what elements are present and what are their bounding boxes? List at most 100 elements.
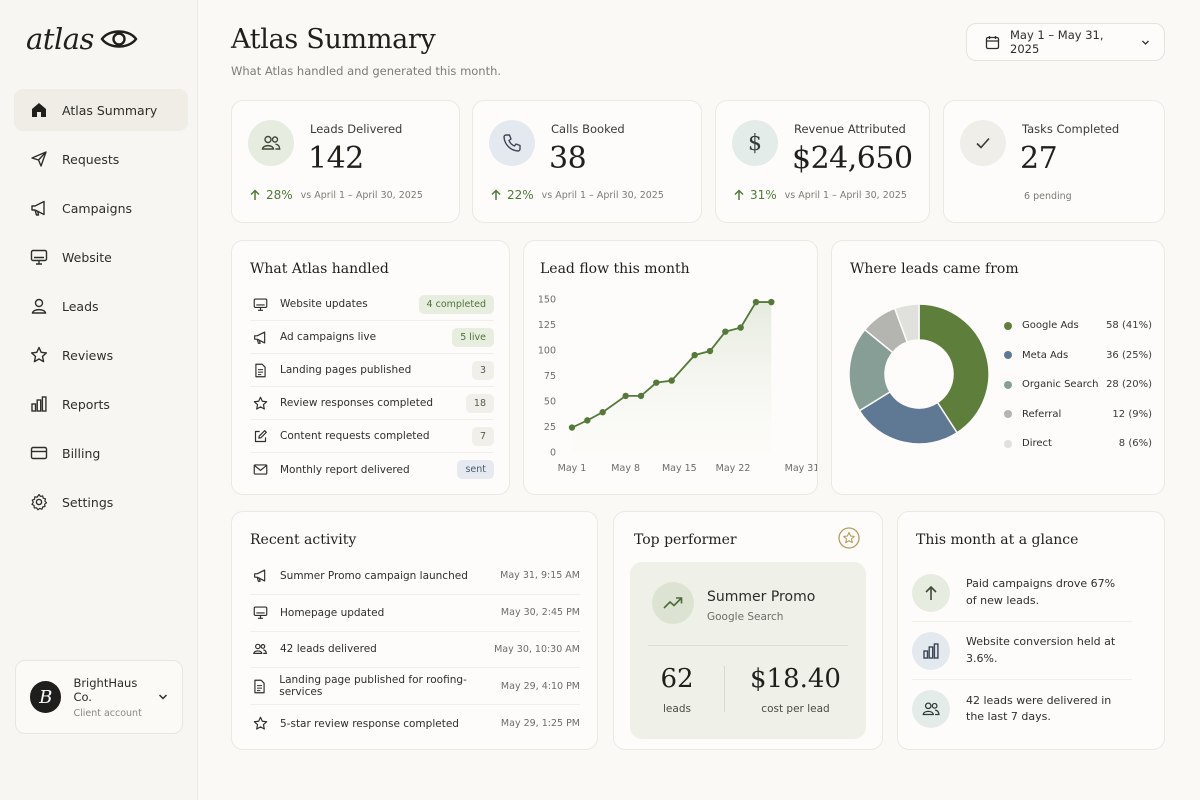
legend-swatch: [1004, 321, 1012, 330]
bar-chart-icon: [912, 631, 950, 670]
pie-slice: [918, 303, 990, 434]
sidebar-item-reports[interactable]: Reports: [14, 383, 188, 425]
activity-label: 5-star review response completed: [280, 717, 459, 730]
activity-label: Homepage updated: [280, 606, 385, 619]
kpi-compare: vs April 1 – April 30, 2025: [784, 189, 907, 201]
activity-item[interactable]: Summer Promo campaign launched May 31, 9…: [250, 558, 580, 595]
star-badge-icon[interactable]: [838, 527, 860, 549]
count-badge: 18: [465, 393, 494, 413]
sidebar-item-label: Leads: [62, 298, 99, 314]
legend-item: Google Ads 58 (41%): [1004, 311, 1152, 341]
data-point: [752, 298, 760, 306]
sidebar-item-reviews[interactable]: Reviews: [14, 334, 188, 376]
users-icon: [250, 641, 270, 657]
arrow-up-icon: [912, 573, 950, 612]
kpi-value: 27: [1020, 141, 1058, 176]
leads-label: leads: [663, 703, 691, 715]
status-badge: sent: [457, 460, 494, 479]
sidebar-item-label: Reviews: [62, 347, 114, 363]
kpi-label: Tasks Completed: [1022, 122, 1120, 136]
sidebar-item-website[interactable]: Website: [14, 236, 188, 278]
date-range-picker[interactable]: May 1 – May 31, 2025: [966, 23, 1165, 61]
glance-list: Paid campaigns drove 67% of new leads. W…: [912, 564, 1132, 738]
x-tick-label: May 1: [558, 463, 587, 474]
count-badge: 7: [471, 426, 494, 446]
leads-value: 62: [660, 664, 694, 694]
send-icon: [30, 150, 48, 168]
kpi-change: 28% vs April 1 – April 30, 2025: [250, 188, 423, 202]
glance-card: This month at a glance Paid campaigns dr…: [897, 511, 1165, 750]
kpi-card-tasks: Tasks Completed 27 6 pending: [943, 100, 1165, 223]
list-item-label: Review responses completed: [280, 397, 434, 409]
sidebar-item-leads[interactable]: Leads: [14, 285, 188, 327]
trending-up-icon: [652, 582, 694, 624]
legend-swatch: [1004, 439, 1012, 448]
legend-value: 36 (25%): [1106, 349, 1152, 361]
logo-text: atlas: [26, 22, 94, 56]
lead-flow-chart: 0 25 50 75 100 125 150 May 1 May 8 May 15 May 22 Ma…: [538, 295, 817, 475]
list-item-label: Landing pages published: [280, 364, 412, 376]
list-item: Landing pages published 3: [250, 354, 494, 387]
legend-label: Organic Search: [1022, 379, 1099, 391]
sidebar-item-requests[interactable]: Requests: [14, 138, 188, 180]
document-icon: [250, 363, 270, 378]
status-badge: 4 completed: [418, 294, 494, 314]
lead-flow-card: Lead flow this month 0 25 50 75 100 125 150 May…: [523, 240, 818, 495]
legend-value: 12 (9%): [1112, 408, 1152, 420]
account-switcher[interactable]: B BrightHaus Co. Client account: [15, 660, 183, 734]
bar-chart-icon: [30, 395, 48, 413]
sidebar-item-settings[interactable]: Settings: [14, 481, 188, 523]
sidebar-item-atlas-summary[interactable]: Atlas Summary: [14, 89, 188, 131]
legend-swatch: [1004, 410, 1012, 419]
activity-time: May 29, 4:10 PM: [500, 680, 580, 692]
data-point: [737, 324, 744, 331]
kpi-change: 31% vs April 1 – April 30, 2025: [734, 188, 907, 202]
data-point: [568, 424, 576, 431]
logo[interactable]: atlas: [26, 22, 138, 56]
kpi-change-percent: 31%: [750, 188, 777, 202]
legend-item: Organic Search 28 (20%): [1004, 370, 1152, 400]
top-performer-panel: Summer Promo Google Search 62 leads $18.…: [630, 562, 866, 739]
kpi-change-percent: 28%: [266, 188, 293, 202]
sidebar-item-campaigns[interactable]: Campaigns: [14, 187, 188, 229]
data-point: [599, 409, 606, 416]
sidebar-item-label: Atlas Summary: [62, 102, 158, 118]
megaphone-icon: [30, 199, 48, 217]
divider: [648, 645, 848, 646]
edit-icon: [250, 429, 270, 444]
sidebar-item-billing[interactable]: Billing: [14, 432, 188, 474]
star-icon: [250, 716, 270, 731]
legend-swatch: [1004, 380, 1012, 389]
cpl-label: cost per lead: [761, 703, 830, 715]
gear-icon: [30, 493, 48, 511]
activity-label: 42 leads delivered: [280, 643, 377, 656]
activity-item[interactable]: Homepage updated May 30, 2:45 PM: [250, 595, 580, 632]
chevron-down-icon: [158, 693, 168, 701]
activity-item[interactable]: 5-star review response completed May 29,…: [250, 705, 580, 742]
data-point: [622, 392, 629, 400]
top-performer-card: Top performer Summer Promo Google Search…: [613, 511, 883, 750]
legend-label: Referral: [1022, 408, 1062, 420]
data-point: [722, 328, 729, 335]
kpi-note: 6 pending: [1024, 191, 1072, 202]
kpi-card-revenue: $ Revenue Attributed $24,650 31% vs Apri…: [715, 100, 930, 223]
pie-slice: [893, 303, 920, 344]
sidebar-item-label: Reports: [62, 396, 110, 412]
y-tick-label: 0: [550, 448, 556, 459]
sidebar-nav: Atlas Summary Requests Campaigns Website…: [14, 89, 188, 530]
list-item: Review responses completed 18: [250, 387, 494, 420]
card-title: What Atlas handled: [250, 261, 389, 277]
count-badge: 3: [471, 360, 494, 380]
activity-item[interactable]: Landing page published for roofing-servi…: [250, 668, 580, 706]
activity-item[interactable]: 42 leads delivered May 30, 10:30 AM: [250, 632, 580, 669]
star-icon: [30, 346, 48, 364]
insight-text: Website conversion held at 3.6%.: [966, 635, 1116, 665]
kpi-compare: vs April 1 – April 30, 2025: [541, 189, 664, 201]
x-tick-label: May 31: [785, 463, 817, 474]
handled-list: Website updates 4 completed Ad campaigns…: [250, 288, 494, 486]
arrow-up-icon: [734, 189, 744, 201]
lead-sources-card: Where leads came from Google Ads 58 (41%)…: [831, 240, 1165, 495]
card-icon: [30, 444, 48, 462]
page-subtitle: What Atlas handled and generated this mo…: [231, 64, 502, 78]
page-title: Atlas Summary: [231, 24, 436, 55]
